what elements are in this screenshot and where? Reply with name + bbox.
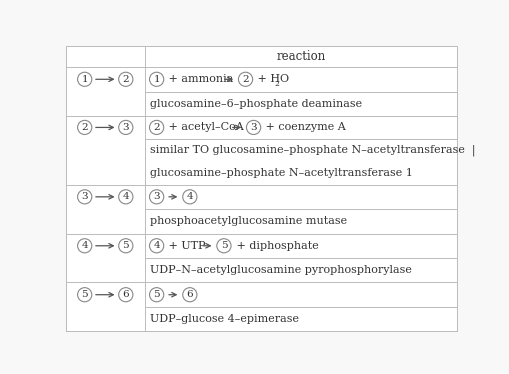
Text: 4: 4 bbox=[153, 241, 160, 250]
Text: + coenzyme A: + coenzyme A bbox=[262, 122, 345, 132]
Text: 1: 1 bbox=[153, 75, 160, 84]
Text: 4: 4 bbox=[186, 192, 193, 201]
Text: 3: 3 bbox=[122, 123, 129, 132]
Text: 5: 5 bbox=[153, 290, 160, 299]
Text: 2: 2 bbox=[122, 75, 129, 84]
Text: 2: 2 bbox=[153, 123, 160, 132]
Text: 3: 3 bbox=[153, 192, 160, 201]
Text: reaction: reaction bbox=[276, 50, 325, 63]
Text: phosphoacetylglucosamine mutase: phosphoacetylglucosamine mutase bbox=[149, 216, 346, 226]
Text: 5: 5 bbox=[81, 290, 88, 299]
Text: 6: 6 bbox=[122, 290, 129, 299]
Text: glucosamine–6–phosphate deaminase: glucosamine–6–phosphate deaminase bbox=[149, 99, 361, 109]
Text: 5: 5 bbox=[122, 241, 129, 250]
Text: similar TO glucosamine–phosphate N–acetyltransferase  |: similar TO glucosamine–phosphate N–acety… bbox=[149, 144, 474, 156]
Text: + acetyl–CoA: + acetyl–CoA bbox=[165, 122, 247, 132]
Text: + H: + H bbox=[253, 74, 280, 84]
Text: + UTP: + UTP bbox=[165, 241, 209, 251]
Text: + ammonia: + ammonia bbox=[165, 74, 237, 84]
Text: UDP–glucose 4–epimerase: UDP–glucose 4–epimerase bbox=[149, 314, 298, 324]
Text: + diphosphate: + diphosphate bbox=[232, 241, 318, 251]
Text: 2: 2 bbox=[274, 80, 279, 88]
Text: glucosamine–phosphate N–acetyltransferase 1: glucosamine–phosphate N–acetyltransferas… bbox=[149, 168, 412, 178]
Text: O: O bbox=[279, 74, 288, 84]
Text: 1: 1 bbox=[81, 75, 88, 84]
Text: 4: 4 bbox=[81, 241, 88, 250]
Text: 6: 6 bbox=[186, 290, 193, 299]
Text: 4: 4 bbox=[122, 192, 129, 201]
Text: UDP–N–acetylglucosamine pyrophosphorylase: UDP–N–acetylglucosamine pyrophosphorylas… bbox=[149, 265, 411, 275]
Text: 3: 3 bbox=[250, 123, 257, 132]
Text: 5: 5 bbox=[220, 241, 227, 250]
Text: 3: 3 bbox=[81, 192, 88, 201]
Text: 2: 2 bbox=[242, 75, 248, 84]
Text: 2: 2 bbox=[81, 123, 88, 132]
